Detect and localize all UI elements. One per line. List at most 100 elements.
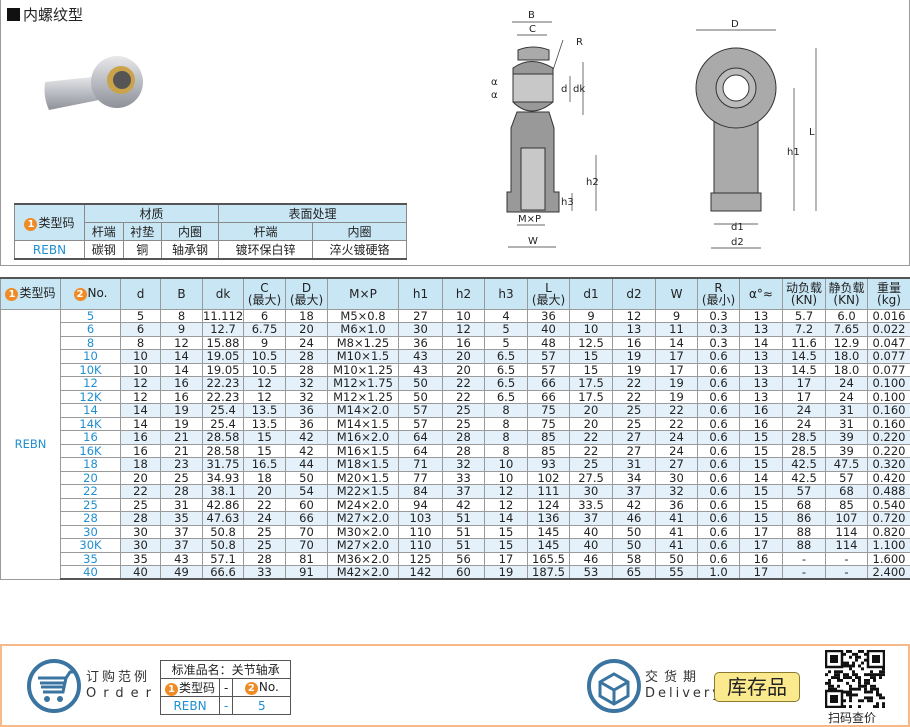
value-cell: 13 — [612, 322, 656, 337]
table-row: 20 20 25 34.93 18 50 M20×1.5 77 33 10 102 27.5 34 30 0… — [1, 470, 910, 485]
table-row: 35 35 43 57.1 28 81 M36×2.0 125 56 17 165.5 46 58 50 0… — [1, 551, 910, 566]
value-cell: 75 — [527, 416, 570, 431]
table-row: 10 10 14 19.05 10.5 28 M10×1.5 43 20 6.5 57 15 19 17 0… — [1, 349, 910, 364]
value-cell: 25.4 — [202, 416, 244, 431]
value-cell: 0.3 — [697, 308, 740, 323]
value-cell: 28.58 — [202, 430, 244, 445]
value-cell: 65 — [612, 565, 656, 580]
label-C: C — [529, 24, 536, 35]
value-cell: 51 — [442, 524, 485, 539]
value-cell: 14 — [655, 335, 698, 350]
value-cell: 6.5 — [484, 389, 528, 404]
value-cell: 68 — [825, 484, 868, 499]
value-cell: - — [782, 565, 826, 580]
value-cell: 33.5 — [569, 497, 613, 512]
value-cell: - — [782, 551, 826, 566]
value-cell: 42.5 — [782, 470, 826, 485]
value-cell: M16×2.0 — [327, 430, 399, 445]
value-cell: 0.6 — [697, 511, 740, 526]
value-cell: 102 — [527, 470, 570, 485]
value-cell: M24×2.0 — [327, 497, 399, 512]
value-cell: 16 — [739, 551, 783, 566]
value-cell: 12 — [484, 497, 528, 512]
value-cell: 94 — [398, 497, 443, 512]
column-header: α°≈ — [739, 277, 783, 310]
value-cell: 64 — [398, 430, 443, 445]
value-cell: 10 — [484, 470, 528, 485]
value-cell: 16 — [739, 403, 783, 418]
value-cell: 15 — [739, 497, 783, 512]
value-cell: 50 — [398, 389, 443, 404]
value-cell: 25.4 — [202, 403, 244, 418]
value-cell: 57 — [398, 416, 443, 431]
value-cell: 13.5 — [243, 416, 286, 431]
value-cell: 15 — [569, 362, 613, 377]
type-code-cell: REBN — [14, 240, 85, 260]
column-header: h2 — [442, 277, 485, 310]
value-cell: 25 — [569, 457, 613, 472]
value-cell: 14 — [739, 470, 783, 485]
value-cell: 22 — [442, 376, 485, 391]
no-cell: 40 — [60, 565, 121, 580]
value-cell: 38.1 — [202, 484, 244, 499]
value-cell: M6×1.0 — [327, 322, 399, 337]
qr-code-icon[interactable] — [825, 650, 885, 708]
value-cell: 107 — [825, 511, 868, 526]
value-cell: 0.6 — [697, 497, 740, 512]
value-cell: 0.6 — [697, 403, 740, 418]
value-cell: 17 — [739, 524, 783, 539]
value-cell: 47.5 — [825, 457, 868, 472]
value-cell: 10 — [442, 308, 485, 323]
value-cell: 28.5 — [782, 430, 826, 445]
value-cell: 6.5 — [484, 349, 528, 364]
value-cell: 8 — [120, 335, 161, 350]
value-cell: 60 — [285, 497, 328, 512]
value-cell: M8×1.25 — [327, 335, 399, 350]
surface-group-header: 表面处理 — [218, 203, 407, 223]
separator: - — [219, 696, 234, 715]
value-cell: 2.400 — [867, 565, 910, 580]
label-h1: h1 — [787, 147, 800, 158]
value-cell: 57 — [398, 403, 443, 418]
product-header-section: 内螺纹型 1 类型码 材质 表面处理 杆端 衬垫 内圈 杆端 内圈 REBN 碳钢铜轴承钢 镀环保… — [0, 0, 910, 266]
table-row: 10K 10 14 19.05 10.5 28 M10×1.25 43 20 6.5 57 15 19 1… — [1, 362, 910, 377]
value-cell: 25 — [442, 403, 485, 418]
separator: - — [219, 678, 234, 697]
value-cell: 17 — [782, 376, 826, 391]
value-cell: 25 — [442, 416, 485, 431]
value-cell: 12 — [120, 376, 161, 391]
value-cell: 19 — [612, 349, 656, 364]
value-cell: 49 — [160, 565, 203, 580]
table-row: 22 22 28 38.1 20 54 M22×1.5 84 37 12 111 30 37 32 0.6 1… — [1, 484, 910, 499]
value-cell: 6.5 — [484, 362, 528, 377]
value-cell: 1.600 — [867, 551, 910, 566]
label-D: D — [731, 19, 739, 30]
value-cell: 50.8 — [202, 524, 244, 539]
value-cell: 32 — [285, 389, 328, 404]
value-cell: 110 — [398, 524, 443, 539]
value-cell: 4 — [484, 308, 528, 323]
value-cell: 43 — [160, 551, 203, 566]
value-cell: M16×1.5 — [327, 443, 399, 458]
value-cell: 0.3 — [697, 335, 740, 350]
value-cell: 27 — [655, 457, 698, 472]
value-cell: 28 — [120, 511, 161, 526]
section-title: 内螺纹型 — [7, 4, 83, 25]
value-cell: 114 — [825, 538, 868, 553]
value-cell: 57.1 — [202, 551, 244, 566]
value-cell: 0.6 — [697, 430, 740, 445]
value-cell: 0.077 — [867, 362, 910, 377]
value-cell: 42.5 — [782, 457, 826, 472]
value-cell: - — [825, 565, 868, 580]
value-cell: 17.5 — [569, 389, 613, 404]
value-cell: 0.6 — [697, 376, 740, 391]
value-cell: 50 — [612, 524, 656, 539]
value-cell: 0.016 — [867, 308, 910, 323]
no-cell: 6 — [60, 322, 121, 337]
order-example-en: Order — [86, 686, 158, 701]
value-cell: 103 — [398, 511, 443, 526]
value-cell: 22 — [120, 484, 161, 499]
value-cell: 16 — [739, 416, 783, 431]
no-cell: 18 — [60, 457, 121, 472]
value-cell: 21 — [160, 443, 203, 458]
